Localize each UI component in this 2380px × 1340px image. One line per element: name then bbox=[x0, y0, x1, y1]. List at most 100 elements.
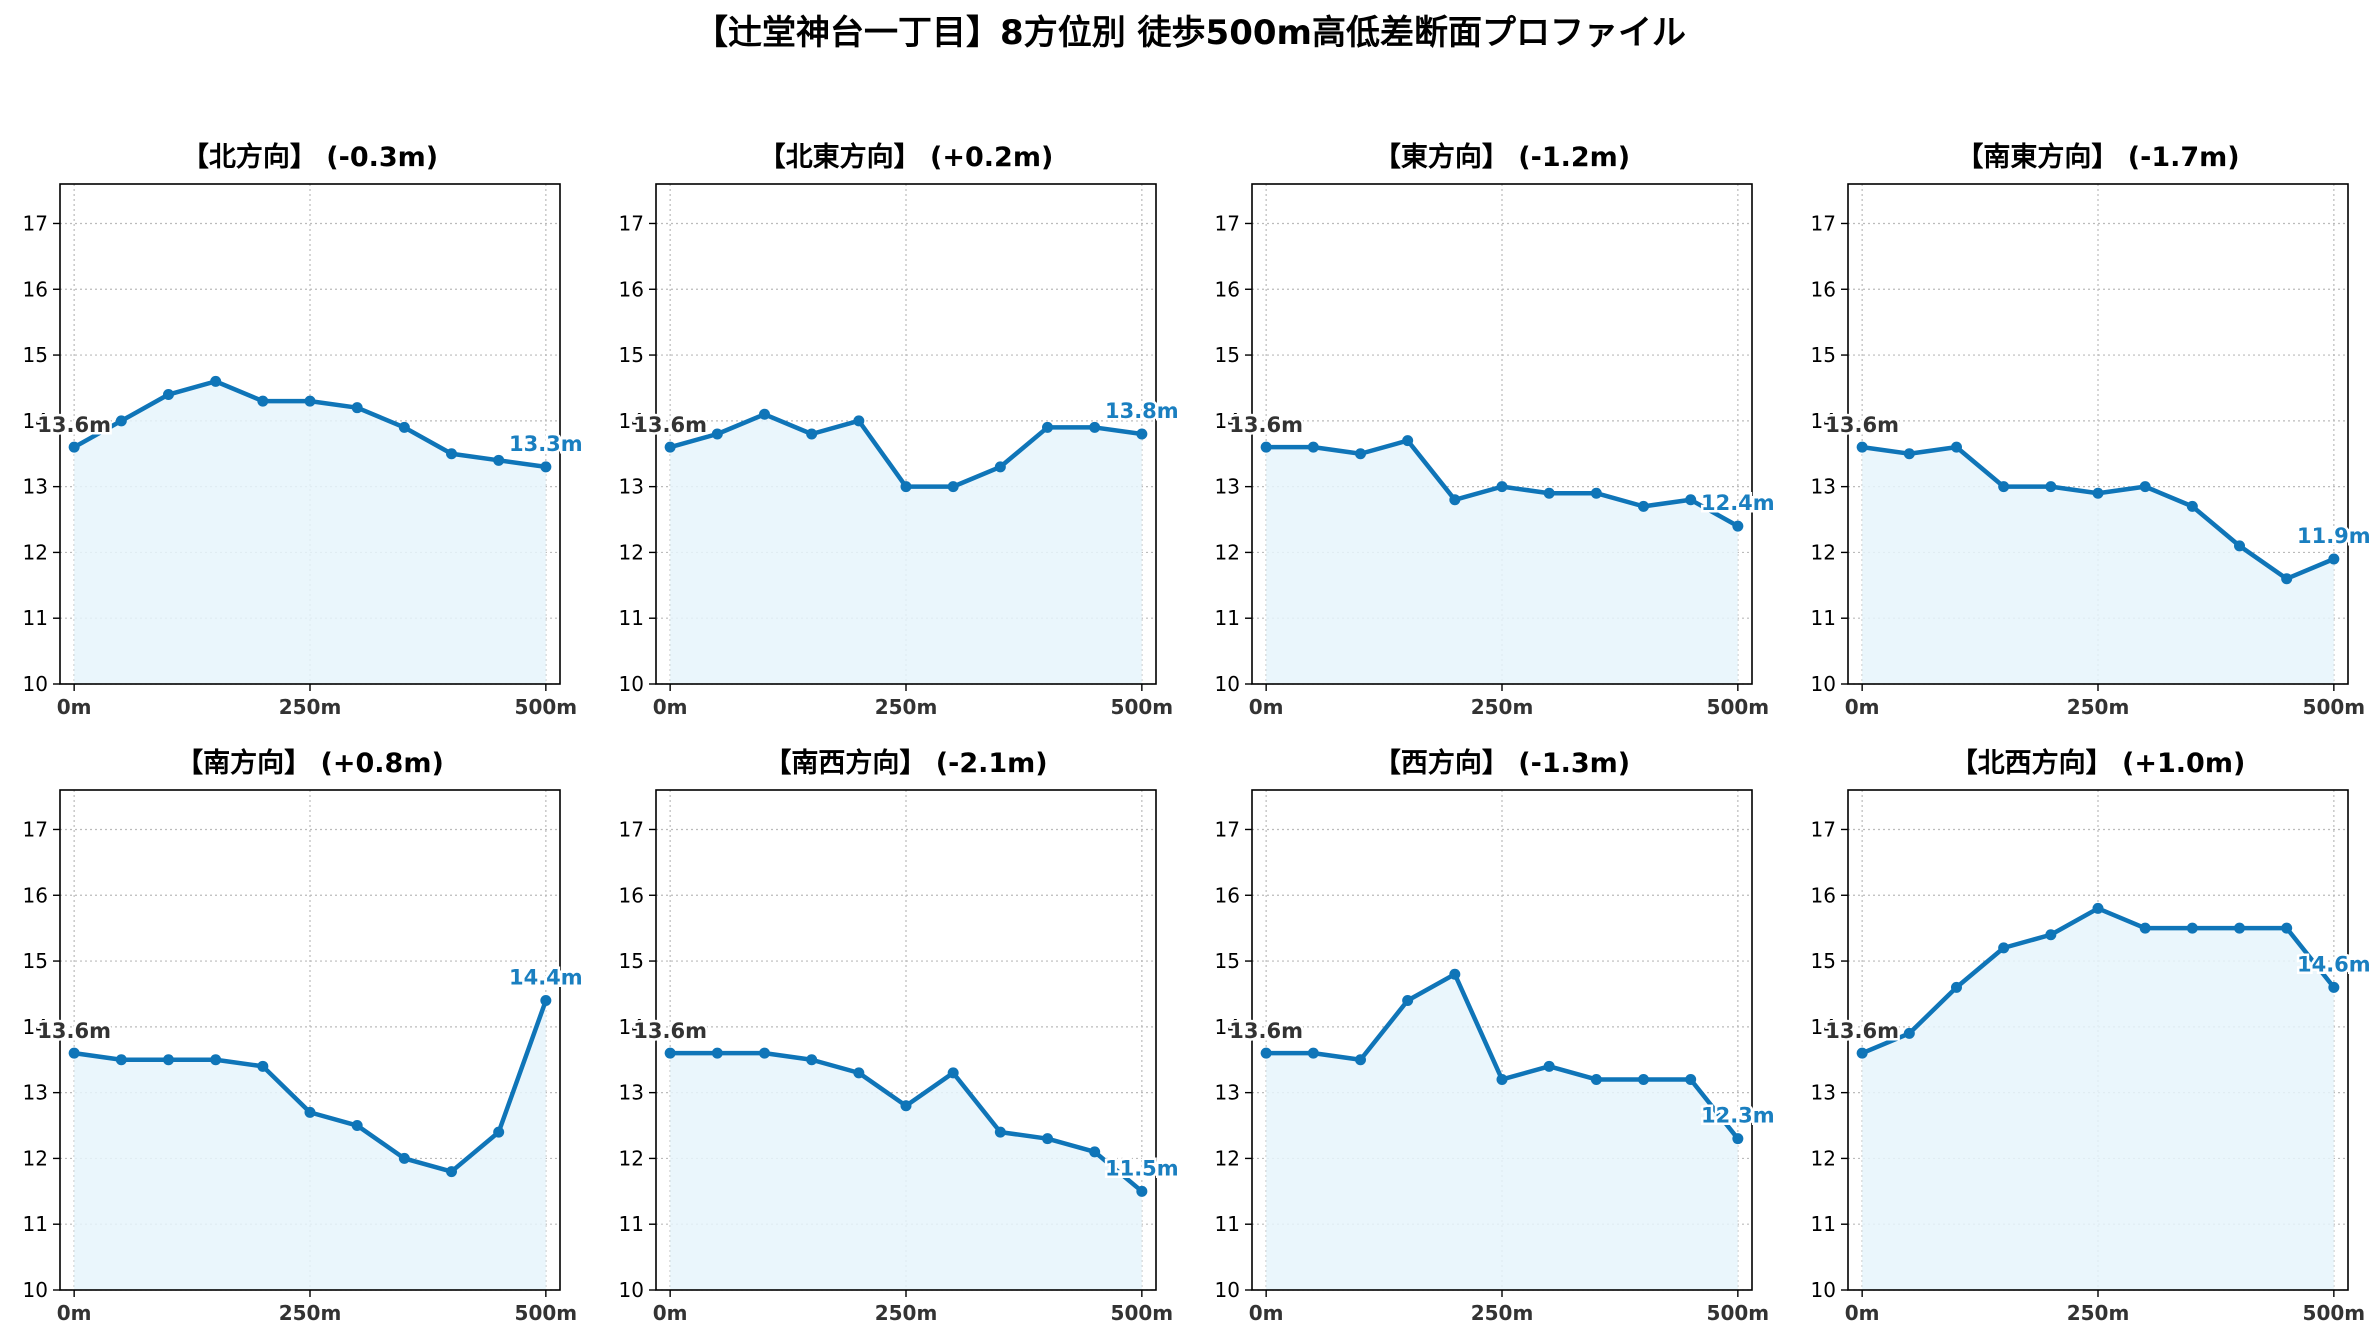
data-point bbox=[1903, 448, 1915, 460]
x-tick-label: 0m bbox=[1249, 695, 1284, 719]
y-tick-label: 14 bbox=[619, 409, 644, 433]
elevation-panel: 【南西方向】 (-2.1m) 10 11 12 13 14 15 16 17 0m 250m 500m… bbox=[619, 747, 1182, 1325]
data-point bbox=[493, 1126, 505, 1138]
x-tick-label: 250m bbox=[1471, 1301, 1534, 1325]
end-elevation-label: 13.3m bbox=[509, 432, 583, 456]
data-point bbox=[1449, 968, 1461, 980]
start-elevation-label: 13.6m bbox=[37, 1019, 111, 1043]
data-point bbox=[1496, 481, 1508, 493]
y-tick-label: 10 bbox=[23, 1278, 48, 1302]
data-point bbox=[758, 408, 770, 420]
y-tick-label: 17 bbox=[619, 211, 644, 235]
elevation-area bbox=[1862, 908, 2334, 1290]
chart-panels: 【北方向】 (-0.3m) 10 11 12 13 14 15 16 17 0m 250m 500m 1… bbox=[23, 141, 2374, 1325]
end-elevation-label: 12.4m bbox=[1701, 491, 1775, 515]
data-point bbox=[1260, 1047, 1272, 1059]
y-tick-label: 13 bbox=[1215, 1081, 1240, 1105]
data-point bbox=[2234, 540, 2246, 552]
x-tick-label: 250m bbox=[279, 1301, 342, 1325]
data-point bbox=[1856, 1047, 1868, 1059]
data-point bbox=[1089, 421, 1101, 433]
end-elevation-label: 12.3m bbox=[1701, 1104, 1775, 1128]
panel-title: 【北方向】 (-0.3m) bbox=[182, 141, 438, 173]
data-point bbox=[1590, 1073, 1602, 1085]
start-elevation-label: 13.6m bbox=[1229, 1019, 1303, 1043]
x-tick-label: 250m bbox=[2067, 695, 2130, 719]
data-point bbox=[210, 375, 222, 387]
data-point bbox=[1950, 441, 1962, 453]
end-elevation-label: 11.9m bbox=[2297, 524, 2371, 548]
data-point bbox=[664, 1047, 676, 1059]
start-elevation-label: 13.6m bbox=[633, 1019, 707, 1043]
y-tick-label: 13 bbox=[619, 1081, 644, 1105]
data-point bbox=[1042, 421, 1054, 433]
data-point bbox=[1402, 435, 1414, 447]
axes-frame bbox=[1847, 183, 2349, 685]
x-tick-label: 500m bbox=[2303, 695, 2366, 719]
data-point bbox=[994, 461, 1006, 473]
data-point bbox=[2281, 573, 2293, 585]
elevation-panel: 【南東方向】 (-1.7m) 10 11 12 13 14 15 16 17 0m 250m 500m… bbox=[1811, 141, 2374, 719]
data-point bbox=[806, 1054, 818, 1066]
y-tick-label: 11 bbox=[23, 1212, 48, 1236]
data-point bbox=[68, 441, 80, 453]
data-point bbox=[68, 1047, 80, 1059]
y-tick-label: 16 bbox=[23, 883, 48, 907]
elevation-area bbox=[74, 381, 546, 684]
data-point bbox=[947, 481, 959, 493]
panel-title: 【西方向】 (-1.3m) bbox=[1374, 747, 1630, 779]
data-point bbox=[1307, 441, 1319, 453]
elevation-area bbox=[1266, 974, 1738, 1290]
axes-frame bbox=[59, 183, 561, 685]
y-tick-label: 13 bbox=[619, 475, 644, 499]
y-tick-label: 10 bbox=[619, 1278, 644, 1302]
y-tick-label: 15 bbox=[1215, 343, 1240, 367]
y-tick-label: 16 bbox=[1811, 883, 1836, 907]
y-tick-label: 10 bbox=[23, 672, 48, 696]
data-point bbox=[1732, 520, 1744, 532]
y-tick-label: 11 bbox=[1811, 1212, 1836, 1236]
y-tick-label: 16 bbox=[1215, 277, 1240, 301]
axes-frame bbox=[1251, 183, 1753, 685]
data-point bbox=[1260, 441, 1272, 453]
data-point bbox=[664, 441, 676, 453]
data-point bbox=[1998, 481, 2010, 493]
y-tick-label: 11 bbox=[1811, 606, 1836, 630]
data-point bbox=[1590, 487, 1602, 499]
end-elevation-label: 14.4m bbox=[509, 966, 583, 990]
figure-title: 【辻堂神台一丁目】8方位別 徒歩500m高低差断面プロファイル bbox=[694, 13, 1686, 53]
y-tick-label: 11 bbox=[23, 606, 48, 630]
y-tick-label: 10 bbox=[1215, 1278, 1240, 1302]
data-point bbox=[2328, 981, 2340, 993]
x-tick-label: 250m bbox=[279, 695, 342, 719]
y-tick-label: 17 bbox=[619, 817, 644, 841]
y-tick-label: 12 bbox=[23, 1146, 48, 1170]
y-tick-label: 16 bbox=[619, 883, 644, 907]
y-tick-label: 13 bbox=[1811, 1081, 1836, 1105]
y-tick-label: 14 bbox=[23, 409, 48, 433]
x-tick-label: 250m bbox=[875, 1301, 938, 1325]
data-point bbox=[1638, 500, 1650, 512]
y-tick-label: 14 bbox=[619, 1015, 644, 1039]
y-tick-label: 10 bbox=[1215, 672, 1240, 696]
y-tick-label: 17 bbox=[23, 817, 48, 841]
y-tick-label: 15 bbox=[619, 949, 644, 973]
y-tick-label: 10 bbox=[1811, 1278, 1836, 1302]
data-point bbox=[853, 1067, 865, 1079]
data-point bbox=[1089, 1146, 1101, 1158]
start-elevation-label: 13.6m bbox=[1825, 1019, 1899, 1043]
data-point bbox=[210, 1054, 222, 1066]
x-tick-label: 0m bbox=[653, 1301, 688, 1325]
y-tick-label: 11 bbox=[619, 1212, 644, 1236]
data-point bbox=[115, 415, 127, 427]
start-elevation-label: 13.6m bbox=[1825, 413, 1899, 437]
panel-title: 【北東方向】 (+0.2m) bbox=[759, 141, 1054, 173]
data-point bbox=[1449, 494, 1461, 506]
data-point bbox=[162, 1054, 174, 1066]
elevation-area bbox=[74, 1000, 546, 1290]
y-tick-label: 12 bbox=[1811, 540, 1836, 564]
data-point bbox=[540, 995, 552, 1007]
y-tick-label: 15 bbox=[23, 343, 48, 367]
y-tick-label: 14 bbox=[1811, 1015, 1836, 1039]
data-point bbox=[351, 402, 363, 414]
